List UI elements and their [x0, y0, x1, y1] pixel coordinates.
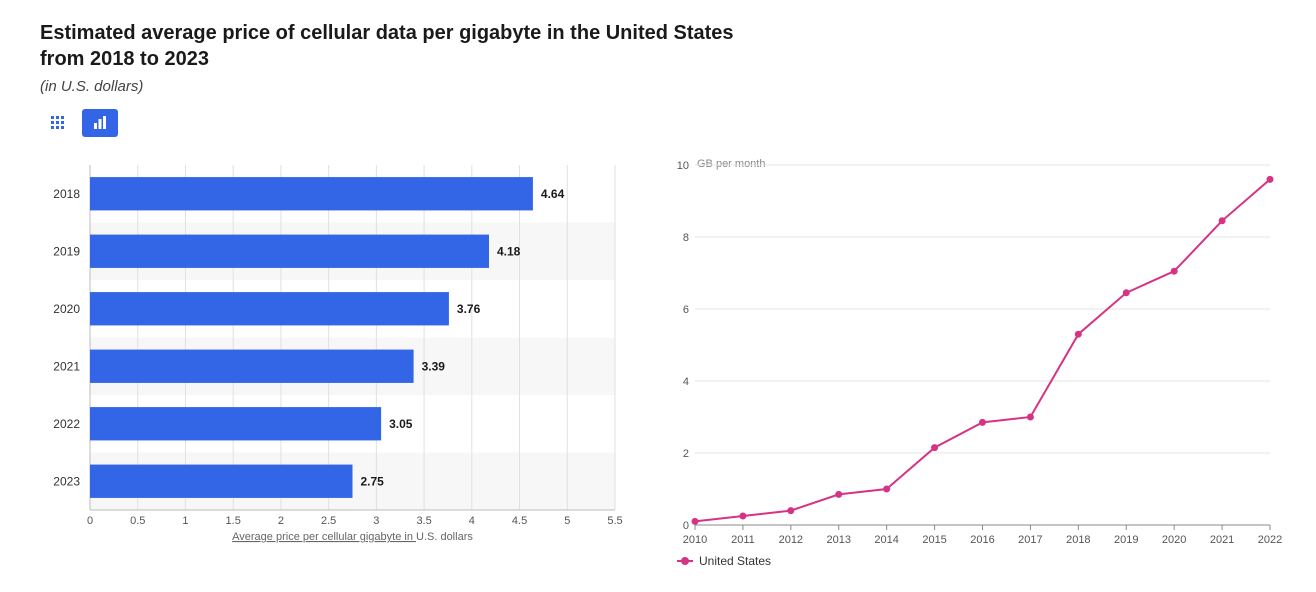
- bar: [90, 350, 414, 383]
- x-tick-label: 5: [564, 515, 570, 527]
- x-axis-title: Average price per cellular gigabyte in U…: [232, 531, 473, 543]
- x-tick-label: 2018: [1066, 534, 1090, 546]
- bar-category-label: 2020: [53, 302, 80, 316]
- x-tick-label: 2015: [922, 534, 946, 546]
- page: Estimated average price of cellular data…: [0, 0, 1316, 592]
- line-chart: GB per month 0 2 4 6 8 10 2010 2011 2012 2013 2014 2…: [665, 155, 1285, 575]
- bar-category-label: 2018: [53, 187, 80, 201]
- legend-label: United States: [699, 554, 771, 568]
- x-tick-label: 1: [182, 515, 188, 527]
- x-tick-label: 0: [87, 515, 93, 527]
- line-marker: [739, 513, 746, 520]
- x-tick-label: 2013: [827, 534, 851, 546]
- bar-category-label: 2022: [53, 417, 80, 431]
- line-chart-panel: GB per month 0 2 4 6 8 10 2010 2011 2012 2013 2014 2…: [665, 155, 1285, 580]
- line-marker: [835, 491, 842, 498]
- bar: [90, 292, 449, 325]
- x-tick-label: 2010: [683, 534, 707, 546]
- line-marker: [1219, 217, 1226, 224]
- y-tick-label: 6: [683, 304, 689, 316]
- bar-category-label: 2023: [53, 474, 80, 488]
- bar-view-button[interactable]: [82, 109, 118, 137]
- line-marker: [931, 444, 938, 451]
- line-series: [695, 179, 1270, 521]
- line-marker: [883, 486, 890, 493]
- x-tick-label: 2.5: [321, 515, 336, 527]
- bar: [90, 235, 489, 268]
- bar-chart-panel: 0 0.5 1 1.5 2 2.5 3 3.5 4 4.5 5 5.5 4.64 2018 4.18 2019…: [40, 155, 635, 555]
- y-axis-title: GB per month: [697, 158, 765, 170]
- x-tick-label: 5.5: [607, 515, 622, 527]
- x-tick-label: 2: [278, 515, 284, 527]
- x-tick-label: 2017: [1018, 534, 1042, 546]
- charts-row: 0 0.5 1 1.5 2 2.5 3 3.5 4 4.5 5 5.5 4.64 2018 4.18 2019…: [40, 155, 1286, 580]
- bar: [90, 407, 381, 440]
- line-marker: [1267, 176, 1274, 183]
- x-tick-label: 3.5: [416, 515, 431, 527]
- bar-value-label: 3.05: [389, 417, 413, 431]
- x-tick-label: 2021: [1210, 534, 1234, 546]
- bar-value-label: 4.64: [541, 187, 565, 201]
- bar: [90, 177, 533, 210]
- x-tick-label: 2014: [874, 534, 898, 546]
- bar-category-label: 2019: [53, 244, 80, 258]
- x-tick-label: 2012: [779, 534, 803, 546]
- y-tick-label: 8: [683, 232, 689, 244]
- view-toolbar: [40, 109, 1286, 137]
- bar: [90, 465, 353, 498]
- x-tick-label: 4: [469, 515, 475, 527]
- bar-chart-icon: [93, 116, 107, 130]
- line-marker: [979, 419, 986, 426]
- x-tick-label: 2011: [731, 534, 755, 546]
- y-tick-label: 0: [683, 520, 689, 532]
- line-marker: [1027, 414, 1034, 421]
- line-marker: [787, 507, 794, 514]
- page-subtitle: (in U.S. dollars): [40, 78, 740, 95]
- line-marker: [1171, 268, 1178, 275]
- bar-value-label: 4.18: [497, 244, 521, 258]
- bar-value-label: 3.39: [422, 359, 446, 373]
- x-tick-label: 2020: [1162, 534, 1186, 546]
- page-title: Estimated average price of cellular data…: [40, 20, 740, 72]
- y-tick-label: 10: [677, 160, 689, 172]
- grid-view-button[interactable]: [40, 109, 76, 137]
- x-tick-label: 2022: [1258, 534, 1282, 546]
- bar-value-label: 2.75: [361, 474, 385, 488]
- x-tick-label: 1.5: [226, 515, 241, 527]
- y-tick-label: 2: [683, 448, 689, 460]
- line-marker: [692, 518, 699, 525]
- x-tick-label: 0.5: [130, 515, 145, 527]
- line-marker: [1075, 331, 1082, 338]
- x-tick-label: 2019: [1114, 534, 1138, 546]
- x-tick-label: 4.5: [512, 515, 527, 527]
- title-block: Estimated average price of cellular data…: [40, 20, 740, 95]
- y-tick-label: 4: [683, 376, 689, 388]
- bar-chart: 0 0.5 1 1.5 2 2.5 3 3.5 4 4.5 5 5.5 4.64 2018 4.18 2019…: [40, 155, 635, 550]
- grid-icon: [51, 116, 65, 130]
- bar-value-label: 3.76: [457, 302, 481, 316]
- x-tick-label: 2016: [970, 534, 994, 546]
- line-marker: [1123, 289, 1130, 296]
- x-tick-label: 3: [373, 515, 379, 527]
- bar-category-label: 2021: [53, 359, 80, 373]
